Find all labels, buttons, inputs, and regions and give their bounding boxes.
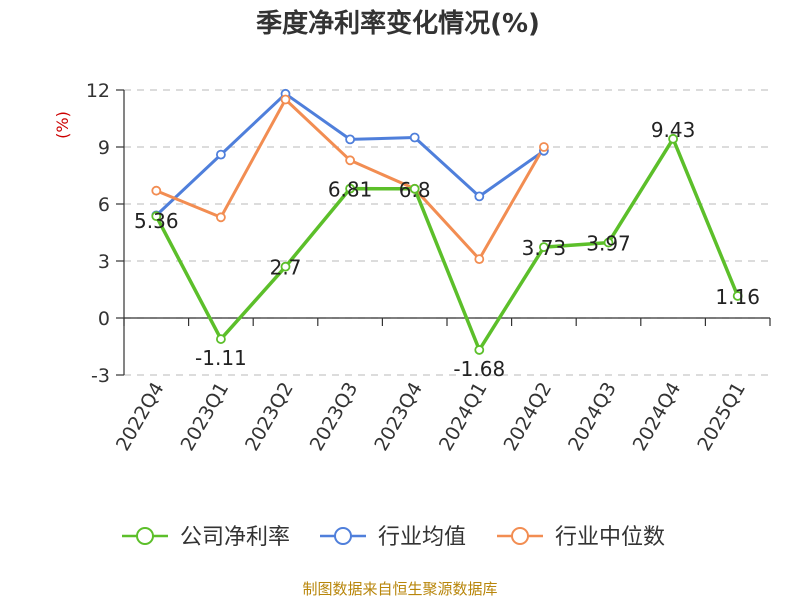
data-point: [215, 149, 226, 160]
data-point: [345, 134, 356, 145]
data-point: [668, 133, 678, 144]
data-point: [539, 242, 549, 253]
data-label: -1.68: [453, 357, 505, 381]
data-point: [345, 183, 356, 194]
x-tick-label: 2023Q4: [370, 379, 427, 455]
axes: [116, 89, 771, 376]
y-tick-label: 9: [98, 137, 110, 159]
x-tick-label: 2024Q3: [564, 379, 621, 455]
data-label: 9.43: [651, 118, 696, 142]
x-tick-label: 2023Q3: [306, 379, 363, 455]
data-label: -1.11: [195, 346, 247, 370]
data-point: [603, 237, 614, 248]
series-points: [151, 88, 743, 355]
x-tick-label: 2024Q2: [499, 379, 556, 455]
y-tick-label: -3: [91, 365, 110, 387]
y-tick-label: 6: [98, 194, 110, 216]
y-tick-label: 0: [98, 308, 110, 330]
x-tick-label: 2022Q4: [112, 379, 169, 455]
y-tick-labels: 12 9 6 3 0 -3: [86, 80, 110, 387]
data-point: [215, 212, 226, 223]
data-point: [151, 185, 162, 196]
source-note: 制图数据来自恒生聚源数据库: [302, 580, 497, 598]
data-point: [345, 155, 356, 166]
data-label: 3.73: [522, 236, 567, 260]
legend-label: 行业中位数: [555, 525, 665, 550]
y-tick-label: 3: [98, 251, 110, 273]
data-point: [409, 132, 420, 143]
data-point: [474, 191, 485, 202]
y-axis-label: (%): [53, 111, 72, 139]
x-tick-label: 2024Q4: [629, 379, 686, 455]
data-point: [280, 94, 291, 105]
data-point: [539, 142, 549, 152]
data-point: [474, 254, 485, 265]
data-point: [732, 291, 743, 301]
x-tick-label: 2023Q2: [241, 379, 298, 455]
x-tick-labels: 2022Q4 2023Q1 2023Q2 2023Q3 2023Q4 2024Q1 2024…: [112, 379, 750, 455]
data-label: 2.7: [270, 256, 302, 280]
data-label: 5.36: [134, 209, 179, 233]
series-line: [154, 137, 740, 352]
chart-title: 季度净利率变化情况(%): [256, 8, 540, 39]
data-point: [280, 261, 291, 272]
x-tick-label: 2025Q1: [693, 379, 750, 455]
data-label: 6.8: [399, 178, 431, 202]
data-point: [409, 183, 420, 194]
data-point: [151, 211, 162, 222]
x-tick-label: 2024Q1: [435, 379, 492, 455]
data-point: [215, 334, 226, 344]
data-label: 3.97: [586, 232, 631, 256]
data-label: 1.16: [715, 285, 760, 309]
y-tick-label: 12: [86, 80, 110, 102]
data-labels: 5.36 -1.11 2.7 6.81 6.8 -1.68 3.73 3.97 9.43 1.16: [134, 118, 760, 381]
data-label: 6.81: [328, 178, 373, 202]
legend-swatch-marker: [136, 527, 154, 545]
x-tick-label: 2023Q1: [176, 379, 233, 455]
data-point: [474, 345, 485, 355]
legend-swatch-marker: [511, 527, 529, 545]
legend-label: 公司净利率: [180, 525, 290, 550]
legend-label: 行业均值: [378, 525, 466, 550]
legend-swatch-marker: [334, 527, 352, 545]
legend: 公司净利率 行业均值 行业中位数: [122, 525, 665, 550]
